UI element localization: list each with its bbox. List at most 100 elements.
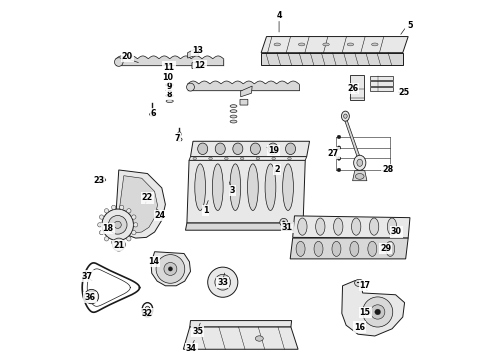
Polygon shape bbox=[190, 320, 292, 327]
Circle shape bbox=[115, 58, 123, 66]
Ellipse shape bbox=[230, 164, 241, 211]
Bar bbox=[370, 87, 393, 91]
Circle shape bbox=[187, 83, 195, 91]
Circle shape bbox=[112, 205, 116, 210]
Ellipse shape bbox=[212, 164, 223, 211]
Ellipse shape bbox=[386, 241, 395, 256]
Ellipse shape bbox=[286, 143, 295, 154]
Polygon shape bbox=[183, 327, 298, 349]
Circle shape bbox=[104, 209, 109, 213]
Ellipse shape bbox=[274, 43, 280, 46]
Circle shape bbox=[132, 230, 136, 235]
Ellipse shape bbox=[166, 89, 173, 92]
Ellipse shape bbox=[369, 218, 379, 235]
Ellipse shape bbox=[166, 100, 173, 103]
Ellipse shape bbox=[268, 143, 278, 154]
Ellipse shape bbox=[316, 218, 325, 235]
Circle shape bbox=[99, 230, 104, 235]
Circle shape bbox=[84, 289, 98, 304]
Polygon shape bbox=[98, 176, 106, 183]
Text: 32: 32 bbox=[142, 309, 153, 318]
Text: 26: 26 bbox=[347, 84, 358, 93]
Text: 6: 6 bbox=[151, 109, 156, 118]
Ellipse shape bbox=[298, 43, 305, 46]
Ellipse shape bbox=[368, 241, 377, 256]
Text: 16: 16 bbox=[354, 323, 365, 332]
Ellipse shape bbox=[98, 176, 103, 183]
Polygon shape bbox=[119, 176, 157, 233]
Circle shape bbox=[337, 168, 341, 172]
Ellipse shape bbox=[195, 164, 205, 211]
Polygon shape bbox=[189, 157, 307, 160]
Circle shape bbox=[112, 240, 116, 244]
Ellipse shape bbox=[230, 115, 237, 118]
Text: 7: 7 bbox=[174, 134, 180, 143]
Ellipse shape bbox=[298, 218, 307, 235]
Ellipse shape bbox=[332, 241, 341, 256]
Bar bbox=[370, 76, 393, 80]
Text: 9: 9 bbox=[167, 82, 172, 91]
Ellipse shape bbox=[177, 132, 181, 136]
Ellipse shape bbox=[283, 164, 294, 211]
Text: 28: 28 bbox=[382, 165, 393, 174]
Circle shape bbox=[108, 216, 127, 234]
Text: 13: 13 bbox=[192, 46, 203, 55]
Polygon shape bbox=[353, 171, 367, 181]
Polygon shape bbox=[241, 86, 252, 97]
Ellipse shape bbox=[371, 43, 378, 46]
Polygon shape bbox=[261, 37, 408, 53]
Circle shape bbox=[116, 242, 122, 247]
Ellipse shape bbox=[354, 155, 366, 170]
Circle shape bbox=[156, 255, 185, 283]
Ellipse shape bbox=[265, 164, 276, 211]
Ellipse shape bbox=[166, 84, 173, 86]
Ellipse shape bbox=[343, 114, 347, 118]
Polygon shape bbox=[188, 47, 198, 58]
Circle shape bbox=[337, 146, 341, 149]
Ellipse shape bbox=[296, 241, 305, 256]
Circle shape bbox=[375, 309, 381, 315]
Text: 37: 37 bbox=[82, 271, 93, 280]
Circle shape bbox=[164, 262, 177, 275]
Ellipse shape bbox=[145, 306, 150, 314]
Polygon shape bbox=[342, 280, 405, 336]
Circle shape bbox=[98, 223, 102, 227]
Circle shape bbox=[220, 279, 225, 285]
Ellipse shape bbox=[250, 143, 260, 154]
Polygon shape bbox=[261, 53, 403, 65]
Text: 17: 17 bbox=[360, 281, 370, 290]
Ellipse shape bbox=[255, 336, 263, 341]
Ellipse shape bbox=[342, 111, 349, 121]
Text: 36: 36 bbox=[85, 293, 96, 302]
Ellipse shape bbox=[197, 143, 208, 154]
Circle shape bbox=[363, 297, 393, 327]
Circle shape bbox=[168, 267, 172, 271]
Text: 10: 10 bbox=[162, 73, 173, 82]
Ellipse shape bbox=[166, 94, 173, 97]
Circle shape bbox=[89, 294, 95, 300]
FancyBboxPatch shape bbox=[240, 99, 248, 105]
Ellipse shape bbox=[272, 157, 275, 159]
Polygon shape bbox=[290, 238, 408, 259]
Ellipse shape bbox=[334, 218, 343, 235]
Text: 11: 11 bbox=[164, 63, 174, 72]
Text: 29: 29 bbox=[380, 244, 391, 253]
Text: 23: 23 bbox=[93, 176, 104, 185]
Circle shape bbox=[120, 240, 124, 244]
Circle shape bbox=[102, 209, 133, 240]
Text: 35: 35 bbox=[192, 327, 203, 336]
Text: 24: 24 bbox=[155, 211, 166, 220]
Ellipse shape bbox=[233, 143, 243, 154]
Ellipse shape bbox=[288, 157, 291, 159]
Text: 19: 19 bbox=[268, 146, 279, 155]
Text: 25: 25 bbox=[398, 87, 409, 96]
Ellipse shape bbox=[230, 105, 237, 108]
Circle shape bbox=[132, 215, 136, 219]
Text: 3: 3 bbox=[230, 186, 235, 195]
Ellipse shape bbox=[256, 157, 260, 159]
Ellipse shape bbox=[230, 110, 237, 113]
Polygon shape bbox=[191, 141, 310, 157]
Ellipse shape bbox=[323, 43, 329, 46]
Ellipse shape bbox=[350, 241, 359, 256]
Text: 12: 12 bbox=[195, 61, 206, 70]
